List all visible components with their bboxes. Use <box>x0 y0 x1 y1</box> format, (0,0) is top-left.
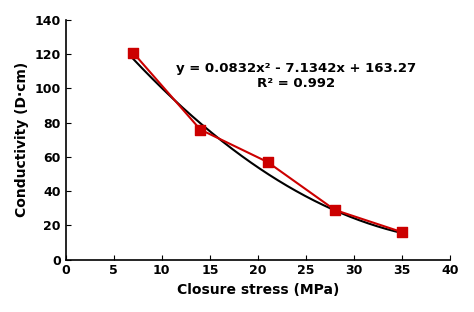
Point <box>129 50 137 55</box>
Point <box>197 127 204 132</box>
Text: y = 0.0832x² - 7.1342x + 163.27
R² = 0.992: y = 0.0832x² - 7.1342x + 163.27 R² = 0.9… <box>176 62 417 90</box>
Point <box>331 207 338 212</box>
X-axis label: Closure stress (MPa): Closure stress (MPa) <box>177 283 339 297</box>
Y-axis label: Conductivity (D·cm): Conductivity (D·cm) <box>15 62 29 217</box>
Point <box>264 159 271 164</box>
Point <box>398 230 406 235</box>
